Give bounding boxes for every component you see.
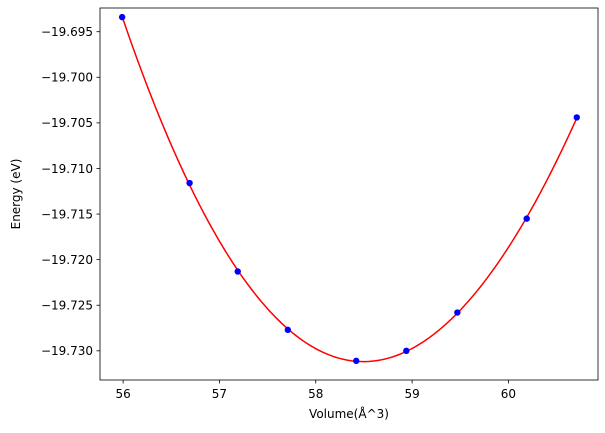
x-tick-label: 57 [212,387,227,401]
data-point [353,357,360,365]
y-tick-label: −19.720 [41,253,93,267]
x-tick-label: 56 [115,387,130,401]
data-point [234,268,241,275]
data-point [454,309,461,316]
data-points [118,13,581,365]
data-point [573,114,581,121]
data-point [403,347,410,355]
plot-area [118,13,581,365]
x-tick-label: 60 [501,387,516,401]
x-tick-label: 58 [308,387,323,401]
x-axis-label: Volume(Å^3) [309,406,389,421]
y-tick-label: −19.700 [41,71,93,85]
data-point [284,326,292,334]
y-tick-label: −19.730 [41,344,93,358]
y-tick-label: −19.705 [41,116,93,130]
fit-curve-series [121,16,578,363]
y-axis-label: Energy (eV) [9,159,23,230]
y-axis: −19.695 −19.700 −19.705 −19.710 −19.715 −19.7… [41,25,100,358]
data-point [118,13,126,21]
axes-frame [99,7,599,381]
x-axis: 56 57 58 59 60 [115,380,516,401]
data-point [186,179,193,187]
x-tick-label: 59 [404,387,419,401]
y-tick-label: −19.710 [41,162,93,176]
y-tick-label: −19.715 [41,207,93,221]
y-tick-label: −19.725 [41,299,93,313]
data-point [523,215,530,222]
y-tick-label: −19.695 [41,25,93,39]
